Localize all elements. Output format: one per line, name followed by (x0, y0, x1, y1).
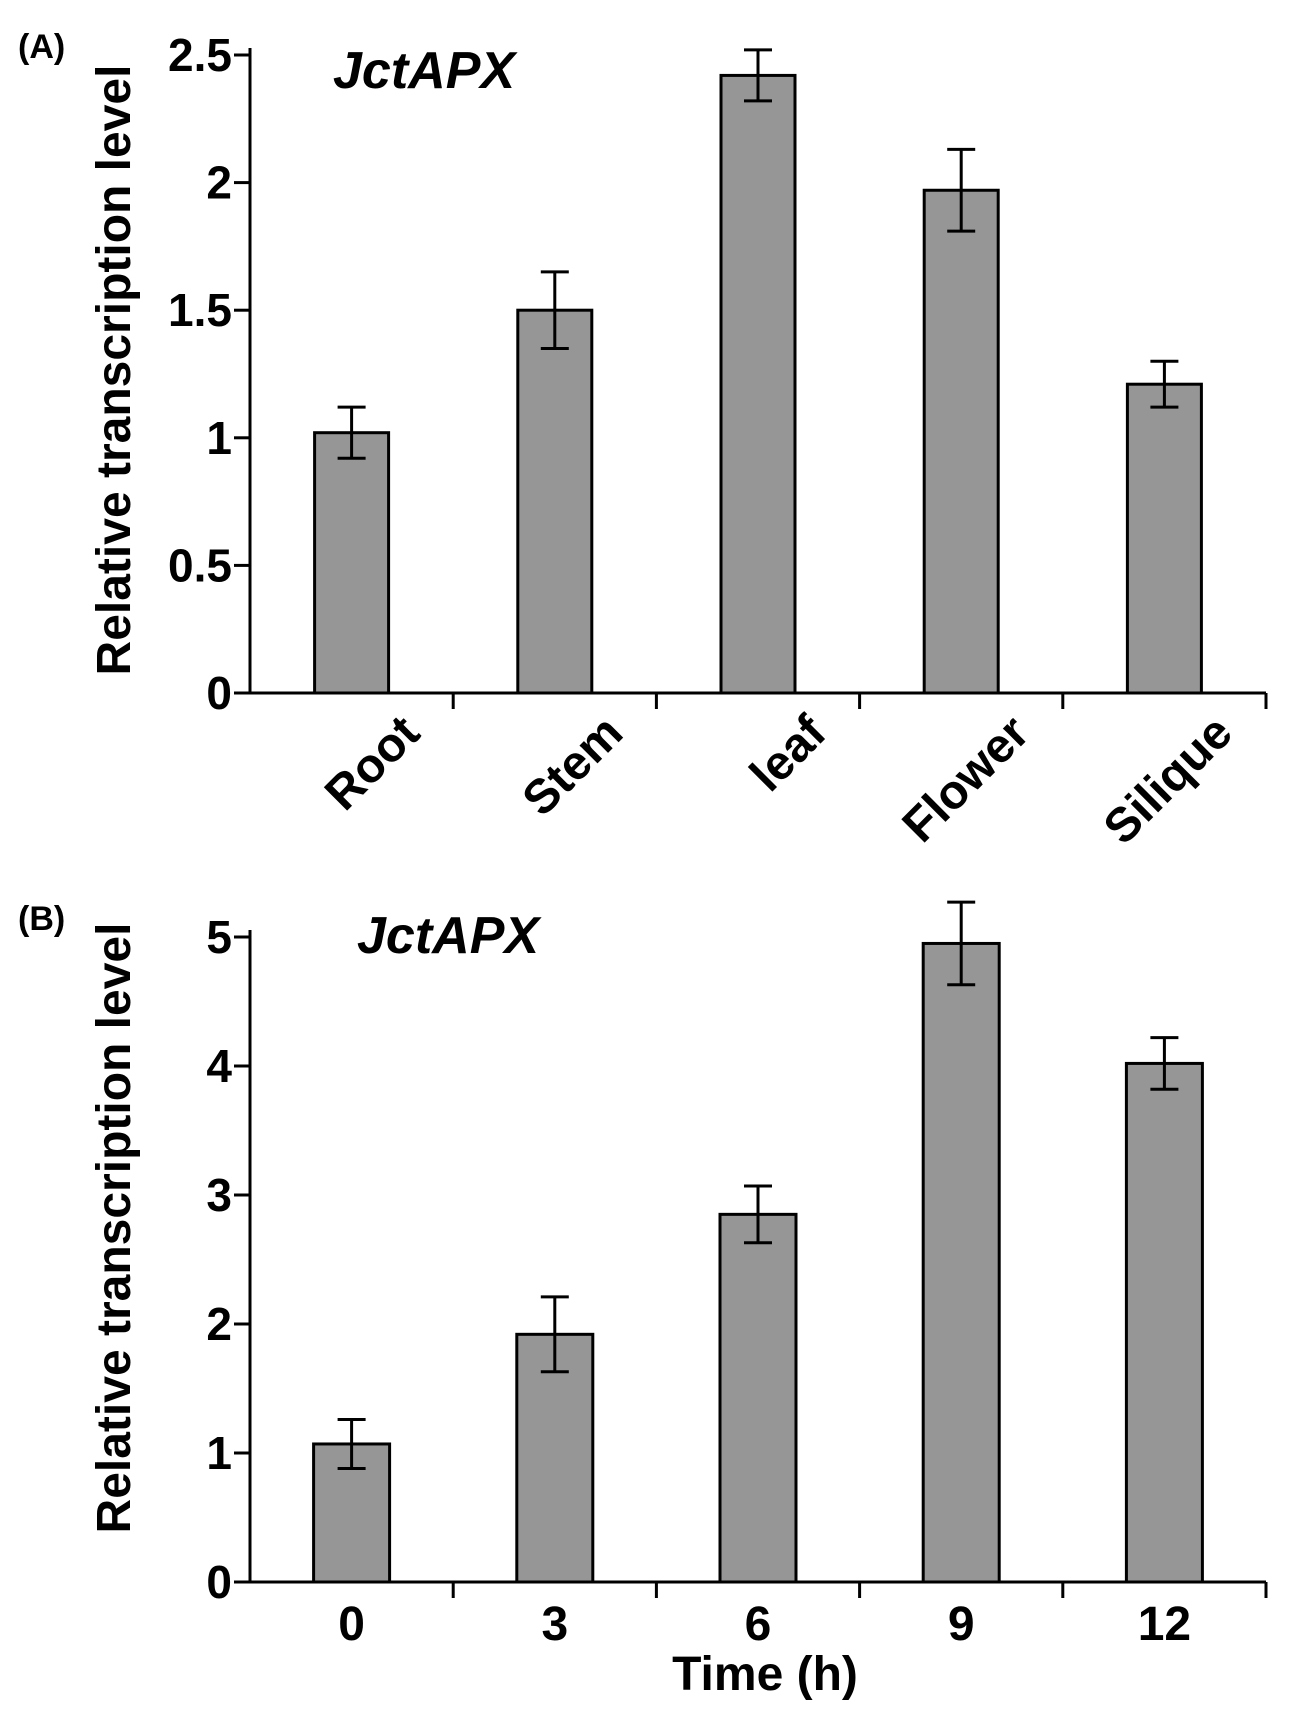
panel-b-y-tick-label: 2 (206, 1298, 232, 1350)
panel-b-chart: (B) JctAPX Relative transcription level … (18, 900, 1268, 1701)
panel-a-error-bar-root (337, 405, 366, 460)
panel-b-error-bar-6 (744, 1184, 772, 1245)
panel-a-y-tick-label: 2 (206, 157, 232, 209)
panel-a-bar-leaf (719, 73, 797, 695)
panel-a-bar-root (313, 431, 391, 695)
panel-a-y-axis-label: Relative transcription level (88, 65, 141, 676)
panel-b-x-tick-label: 3 (541, 1598, 568, 1651)
panel-a-gene-name: JctAPX (333, 42, 518, 100)
panel-b-x-tick-label: 6 (745, 1598, 772, 1651)
panel-b-x-tick-label: 9 (948, 1598, 975, 1651)
panel-a-y-tick-label: 1.5 (168, 284, 232, 336)
panel-a-x-tick-label: leaf (740, 705, 837, 802)
panel-a-x-tick-label: Flower (893, 706, 1040, 853)
panel-b-bar-9 (921, 941, 1001, 1584)
panel-a-x-ticks: Root Stem leaf Flower Silique (315, 693, 1268, 855)
panel-b-y-tick-label: 5 (206, 911, 232, 963)
panel-b-bar-6 (718, 1212, 798, 1584)
panel-b-error-bar-3 (540, 1295, 569, 1374)
panel-a-bars (313, 48, 1203, 695)
panel-a-x-tick-label: Stem (513, 706, 633, 826)
panel-b-y-axis-label: Relative transcription level (88, 923, 141, 1534)
panel-b-y-ticks: 0 1 2 3 4 5 (206, 911, 250, 1608)
panel-b-x-ticks: 0 3 6 9 12 (338, 1582, 1268, 1651)
panel-b-error-bar-9 (947, 900, 976, 987)
panel-a-bar-silique (1125, 382, 1203, 695)
panel-b-error-bar-12 (1150, 1036, 1179, 1091)
panel-a-bar-flower (922, 188, 1000, 695)
panel-b-label: (B) (18, 900, 65, 938)
panel-a-y-tick-label: 0.5 (168, 539, 232, 591)
panel-b-y-tick-label: 4 (206, 1040, 232, 1092)
panel-a-chart: (A) JctAPX Relative transcription level … (18, 28, 1268, 855)
panel-a-error-bar-flower (947, 147, 976, 233)
panel-a-bar-stem (516, 308, 594, 695)
panel-b-y-tick-label: 1 (206, 1427, 232, 1479)
panel-b-gene-name: JctAPX (357, 907, 542, 965)
panel-b-bars (312, 900, 1204, 1584)
panel-a-y-tick-label: 0 (206, 667, 232, 719)
panel-a-y-tick-label: 2.5 (168, 29, 232, 81)
panel-b-x-tick-label: 12 (1138, 1598, 1191, 1651)
panel-a-y-ticks: 0 0.5 1 1.5 2 2.5 (168, 29, 250, 719)
panel-a-error-bar-silique (1150, 359, 1179, 409)
panel-b-x-tick-label: 0 (338, 1598, 365, 1651)
panel-b-y-tick-label: 3 (206, 1169, 232, 1221)
panel-a-y-tick-label: 1 (206, 412, 232, 464)
panel-b-error-bar-0 (337, 1417, 366, 1470)
panel-a-error-bar-leaf (744, 48, 772, 103)
panel-b-bar-12 (1124, 1061, 1204, 1584)
panel-a-x-tick-label: Root (315, 706, 430, 821)
panel-a-label: (A) (18, 28, 65, 66)
panel-a-error-bar-stem (540, 270, 569, 350)
panel-b-x-axis-label: Time (h) (672, 1648, 858, 1701)
panel-b-y-tick-label: 0 (206, 1556, 232, 1608)
panel-a-x-tick-label: Silique (1094, 706, 1243, 855)
